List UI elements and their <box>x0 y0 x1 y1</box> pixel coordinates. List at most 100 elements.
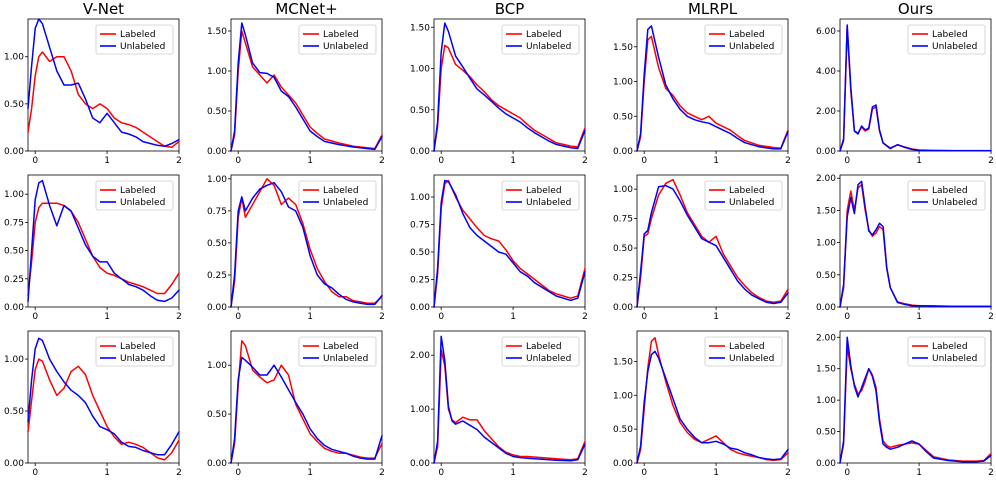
series-line-unlabeled <box>27 179 180 303</box>
series-line-unlabeled <box>230 356 383 464</box>
legend: Labeled Unlabeled <box>907 180 986 211</box>
y-tick-label: 1.00 <box>816 239 836 249</box>
series-line-labeled <box>433 44 586 152</box>
legend-label-unlabeled: Unlabeled <box>729 198 774 208</box>
x-tick-label: 2 <box>582 468 588 478</box>
series-line-unlabeled <box>839 180 992 308</box>
y-tick-label: 0.50 <box>4 100 24 110</box>
legend-label-labeled: Labeled <box>120 30 156 40</box>
y-tick-label: 1.00 <box>207 67 227 77</box>
column-title-ours: Ours <box>898 0 933 18</box>
y-tick-label: 0.50 <box>613 244 633 254</box>
column-title-v-net: V-Net <box>83 0 124 18</box>
y-tick-label: 1.00 <box>207 175 227 185</box>
series-line-labeled <box>636 35 789 152</box>
subplot-r0c3: 0 1 2 0.00 0.50 1.00 1.50 Labeled Unlabeled <box>613 18 791 166</box>
series-line-unlabeled <box>27 18 180 148</box>
subplot-r0c0: 0 1 2 0.00 0.50 1.00 Labeled Unlabeled <box>4 18 182 166</box>
y-tick-label: 1.00 <box>816 396 836 406</box>
y-tick-label: 6.00 <box>816 27 836 37</box>
x-tick-label: 0 <box>844 156 850 166</box>
series-line-unlabeled <box>230 181 383 308</box>
legend: Labeled Unlabeled <box>907 24 986 55</box>
x-tick-label: 0 <box>235 156 241 166</box>
legend: Labeled Unlabeled <box>704 336 783 367</box>
y-tick-label: 0.25 <box>207 271 227 281</box>
x-tick-label: 2 <box>379 312 385 322</box>
legend-label-unlabeled: Unlabeled <box>323 198 368 208</box>
series-line-unlabeled <box>636 184 789 308</box>
y-tick-label: 0.00 <box>207 147 227 157</box>
series-line-labeled <box>636 178 789 308</box>
y-tick-label: 1.00 <box>613 391 633 401</box>
x-tick-label: 2 <box>379 156 385 166</box>
y-tick-label: 0.50 <box>613 425 633 435</box>
legend: Labeled Unlabeled <box>298 180 377 211</box>
series-line-unlabeled <box>839 24 992 152</box>
legend-label-labeled: Labeled <box>932 30 968 40</box>
series-line-unlabeled <box>27 337 180 456</box>
y-tick-label: 1.00 <box>410 193 430 203</box>
legend-label-labeled: Labeled <box>729 30 765 40</box>
y-tick-label: 2.00 <box>816 107 836 117</box>
x-tick-label: 2 <box>988 468 994 478</box>
subplot-r0c2: 0 1 2 0.00 0.50 1.00 1.50 Labeled Unlabeled <box>410 18 588 166</box>
y-tick-label: 0.75 <box>410 221 430 231</box>
y-tick-label: 0.00 <box>613 459 633 469</box>
x-tick-label: 2 <box>988 156 994 166</box>
legend-label-unlabeled: Unlabeled <box>526 198 571 208</box>
x-tick-label: 0 <box>844 468 850 478</box>
y-tick-label: 0.00 <box>4 459 24 469</box>
legend-label-unlabeled: Unlabeled <box>526 42 571 52</box>
y-tick-label: 0.00 <box>410 303 430 313</box>
x-tick-label: 0 <box>235 312 241 322</box>
legend-label-labeled: Labeled <box>120 186 156 196</box>
x-tick-label: 2 <box>785 156 791 166</box>
x-tick-label: 2 <box>785 468 791 478</box>
legend-label-unlabeled: Unlabeled <box>120 198 165 208</box>
series-line-labeled <box>230 178 383 308</box>
x-tick-label: 2 <box>176 156 182 166</box>
x-tick-label: 1 <box>713 312 719 322</box>
y-tick-label: 0.25 <box>613 274 633 284</box>
x-tick-label: 2 <box>379 468 385 478</box>
x-tick-label: 0 <box>32 312 38 322</box>
legend: Labeled Unlabeled <box>95 336 174 367</box>
x-tick-label: 0 <box>641 312 647 322</box>
series-line-unlabeled <box>636 25 789 152</box>
x-tick-label: 2 <box>582 156 588 166</box>
x-tick-label: 1 <box>713 468 719 478</box>
y-tick-label: 0.00 <box>207 459 227 469</box>
x-tick-label: 0 <box>844 312 850 322</box>
series-line-unlabeled <box>230 22 383 152</box>
x-tick-label: 0 <box>32 156 38 166</box>
legend-label-labeled: Labeled <box>120 342 156 352</box>
y-tick-label: 0.50 <box>207 239 227 249</box>
x-tick-label: 1 <box>510 468 516 478</box>
x-tick-label: 0 <box>641 156 647 166</box>
series-line-unlabeled <box>433 179 586 308</box>
x-tick-label: 1 <box>104 312 110 322</box>
x-tick-label: 1 <box>104 468 110 478</box>
x-tick-label: 1 <box>713 156 719 166</box>
y-tick-label: 0.00 <box>207 303 227 313</box>
column-titles: V-Net MCNet+ BCP MLRPL Ours <box>83 0 933 18</box>
y-tick-label: 1.50 <box>207 27 227 37</box>
y-tick-label: 0.00 <box>816 303 836 313</box>
x-tick-label: 0 <box>438 156 444 166</box>
subplot-r0c1: 0 1 2 0.00 0.50 1.00 1.50 Labeled Unlabeled <box>207 18 385 166</box>
legend: Labeled Unlabeled <box>704 180 783 211</box>
column-title-mcnet: MCNet+ <box>275 0 337 18</box>
legend-label-unlabeled: Unlabeled <box>526 354 571 364</box>
legend-label-unlabeled: Unlabeled <box>932 354 977 364</box>
y-tick-label: 1.50 <box>816 365 836 375</box>
legend: Labeled Unlabeled <box>95 180 174 211</box>
y-tick-label: 0.00 <box>816 459 836 469</box>
legend: Labeled Unlabeled <box>501 336 580 367</box>
legend: Labeled Unlabeled <box>298 336 377 367</box>
legend-label-labeled: Labeled <box>323 342 359 352</box>
legend-label-labeled: Labeled <box>323 186 359 196</box>
subplot-r1c3: 0 1 2 0.00 0.25 0.50 0.75 1.00 Labeled Unlabeled <box>613 174 791 322</box>
y-tick-label: 0.50 <box>207 410 227 420</box>
